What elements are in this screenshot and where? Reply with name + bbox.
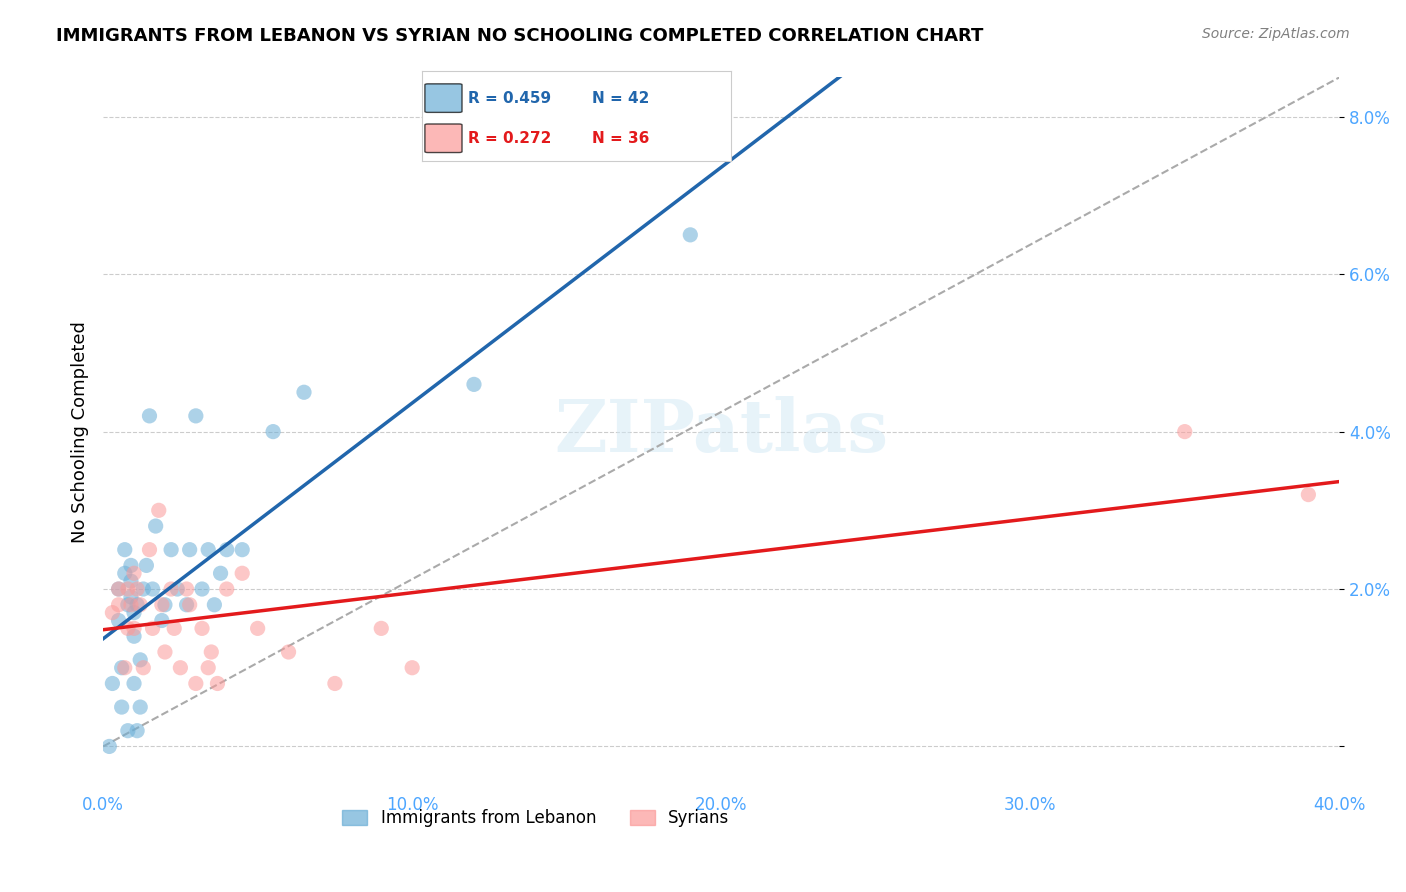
Text: R = 0.459: R = 0.459 — [468, 91, 551, 105]
Point — [150, 598, 173, 612]
Point — [401, 661, 423, 675]
Point — [150, 614, 173, 628]
Point — [153, 598, 176, 612]
Point — [166, 582, 188, 596]
Point — [370, 621, 392, 635]
Point — [215, 542, 238, 557]
Point — [122, 566, 145, 581]
Point — [122, 629, 145, 643]
Text: IMMIGRANTS FROM LEBANON VS SYRIAN NO SCHOOLING COMPLETED CORRELATION CHART: IMMIGRANTS FROM LEBANON VS SYRIAN NO SCH… — [56, 27, 984, 45]
Text: ZIPatlas: ZIPatlas — [554, 396, 889, 467]
Point — [120, 574, 142, 589]
Point — [122, 606, 145, 620]
FancyBboxPatch shape — [425, 124, 463, 153]
Point — [135, 558, 157, 573]
Point — [107, 582, 129, 596]
Point — [132, 582, 155, 596]
Legend: Immigrants from Lebanon, Syrians: Immigrants from Lebanon, Syrians — [336, 803, 735, 834]
Y-axis label: No Schooling Completed: No Schooling Completed — [72, 321, 89, 542]
Point — [120, 590, 142, 604]
Point — [292, 385, 315, 400]
Point — [463, 377, 485, 392]
Point — [160, 582, 183, 596]
Point — [114, 542, 136, 557]
Point — [138, 542, 160, 557]
Point — [246, 621, 269, 635]
Point — [117, 723, 139, 738]
Point — [145, 519, 167, 533]
Point — [111, 661, 134, 675]
Point — [120, 558, 142, 573]
Point — [184, 676, 207, 690]
Point — [176, 598, 198, 612]
Point — [98, 739, 121, 754]
Point — [122, 621, 145, 635]
Point — [231, 542, 253, 557]
Point — [148, 503, 170, 517]
Point — [209, 566, 232, 581]
Point — [179, 598, 201, 612]
Point — [184, 409, 207, 423]
Point — [191, 582, 214, 596]
Point — [231, 566, 253, 581]
Point — [114, 566, 136, 581]
Point — [132, 661, 155, 675]
Point — [122, 676, 145, 690]
Point — [111, 700, 134, 714]
Point — [191, 621, 214, 635]
Point — [142, 621, 165, 635]
Point — [127, 582, 149, 596]
Point — [176, 582, 198, 596]
Point — [197, 661, 219, 675]
Point — [197, 542, 219, 557]
Point — [107, 582, 129, 596]
Point — [107, 614, 129, 628]
Point — [160, 542, 183, 557]
Text: R = 0.272: R = 0.272 — [468, 131, 551, 145]
Point — [101, 606, 124, 620]
Point — [1298, 487, 1320, 501]
Text: N = 36: N = 36 — [592, 131, 650, 145]
Point — [153, 645, 176, 659]
Point — [142, 582, 165, 596]
Point — [215, 582, 238, 596]
Point — [262, 425, 284, 439]
Point — [679, 227, 702, 242]
Point — [127, 598, 149, 612]
Point — [1174, 425, 1197, 439]
Point — [127, 723, 149, 738]
Point — [117, 582, 139, 596]
Point — [114, 661, 136, 675]
Point — [117, 621, 139, 635]
Point — [277, 645, 299, 659]
Point — [138, 409, 160, 423]
Point — [200, 645, 222, 659]
Text: Source: ZipAtlas.com: Source: ZipAtlas.com — [1202, 27, 1350, 41]
Point — [129, 598, 152, 612]
Point — [207, 676, 229, 690]
Point — [323, 676, 346, 690]
Point — [120, 598, 142, 612]
Point — [163, 621, 186, 635]
Point — [129, 653, 152, 667]
Point — [107, 598, 129, 612]
Point — [202, 598, 225, 612]
Point — [179, 542, 201, 557]
Point — [117, 598, 139, 612]
Text: N = 42: N = 42 — [592, 91, 650, 105]
Point — [129, 700, 152, 714]
Point — [169, 661, 191, 675]
FancyBboxPatch shape — [425, 84, 463, 112]
Point — [101, 676, 124, 690]
